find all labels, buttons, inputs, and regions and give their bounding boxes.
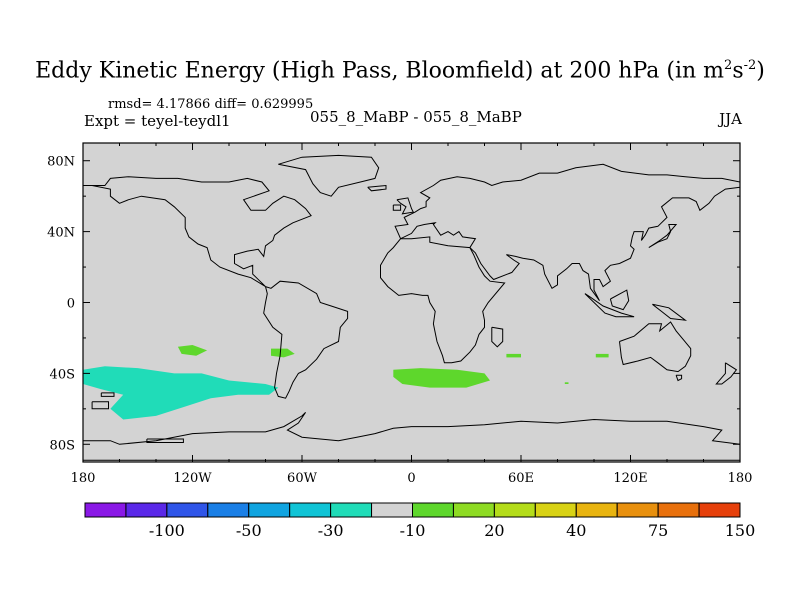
coastline-0 [83, 176, 312, 288]
chart-title: Eddy Kinetic Energy (High Pass, Bloomfie… [35, 58, 765, 84]
colorbar-swatch-12 [575, 502, 618, 518]
colorbar-swatch-0 [84, 502, 127, 518]
colorbar-label-5: 40 [566, 521, 586, 540]
y-tick-label-0: 80N [47, 155, 75, 170]
colorbar-label-2: -30 [318, 521, 344, 540]
colorbar-label-3: -10 [400, 521, 426, 540]
colorbar-swatch-15 [698, 502, 741, 518]
x-tick-label-1: 120W [173, 471, 212, 486]
experiment-label: Expt = teyel-teydl1 [84, 112, 231, 130]
coastline-2 [278, 154, 380, 197]
x-tick-label-2: 60W [287, 471, 318, 486]
x-tick-label-6: 180 [728, 471, 753, 486]
x-tick-label-3: 0 [407, 471, 415, 486]
colorbar-label-1: -50 [236, 521, 262, 540]
y-tick-label-3: 40S [50, 367, 75, 382]
coastline-14 [396, 197, 415, 215]
colorbar-swatch-1 [125, 502, 168, 518]
colorbar-label-7: 150 [725, 521, 756, 540]
y-tick-label-1: 40N [47, 226, 75, 241]
coastline-12 [609, 289, 630, 311]
coastline-6 [491, 326, 504, 348]
coastline-4 [394, 163, 740, 301]
anomaly-region-2 [271, 348, 295, 358]
colorbar-label-0: -100 [149, 521, 185, 540]
coastline-5 [380, 236, 506, 364]
anomaly-region-6 [564, 382, 569, 384]
y-tick-label-2: 0 [67, 297, 75, 312]
y-tick-label-4: 80S [50, 438, 75, 453]
anomaly-region-5 [595, 353, 609, 358]
coastline-18 [91, 401, 109, 410]
colorbar-label-6: 75 [648, 521, 668, 540]
colorbar-swatch-10 [493, 502, 536, 518]
coastline-13 [648, 224, 678, 249]
colorbar-swatch-14 [657, 502, 700, 518]
colorbar-swatch-6 [330, 502, 373, 518]
colorbar-swatch-8 [412, 502, 454, 518]
anomaly-region-4 [506, 353, 521, 358]
colorbar-swatch-4 [248, 502, 291, 518]
case-label: 055_8_MaBP - 055_8_MaBP [310, 108, 522, 126]
coastline-19 [146, 438, 184, 443]
coastline-8 [675, 374, 683, 382]
anomaly-region-0 [83, 366, 279, 420]
season-label: JJA [719, 110, 742, 128]
coastline-11 [652, 303, 688, 321]
coastline-1 [263, 280, 349, 399]
stats-text: rmsd= 4.17866 diff= 0.629995 [108, 97, 314, 112]
coastline-10 [584, 293, 635, 318]
colorbar-swatch-11 [534, 502, 577, 518]
colorbar-swatch-5 [289, 502, 332, 518]
coastline-3 [367, 184, 387, 192]
coastline-20 [100, 392, 115, 397]
colorbar-swatch-3 [207, 502, 250, 518]
coastline-7 [619, 321, 692, 373]
x-tick-label-5: 120E [613, 471, 647, 486]
coastline-15 [392, 204, 402, 211]
plot-background [83, 143, 740, 462]
x-tick-label-4: 60E [508, 471, 534, 486]
colorbar-swatch-2 [166, 502, 209, 518]
anomaly-region-3 [393, 368, 490, 388]
colorbar-swatch-13 [616, 502, 659, 518]
colorbar: -100 -50 -30 -10 20 40 75 150 [84, 502, 756, 540]
anomaly-region-1 [177, 345, 208, 356]
coastline-16 [83, 412, 740, 445]
colorbar-label-4: 20 [484, 521, 504, 540]
map-layer [83, 143, 740, 462]
x-tick-label-0: 180 [71, 471, 96, 486]
colorbar-swatch-7 [371, 502, 413, 518]
colorbar-swatch-9 [452, 502, 495, 518]
axis-layer: 180 120W 60W 0 60E 120E 180 80N 40N 0 40S 80S [47, 142, 753, 486]
coastline-9 [715, 362, 738, 385]
